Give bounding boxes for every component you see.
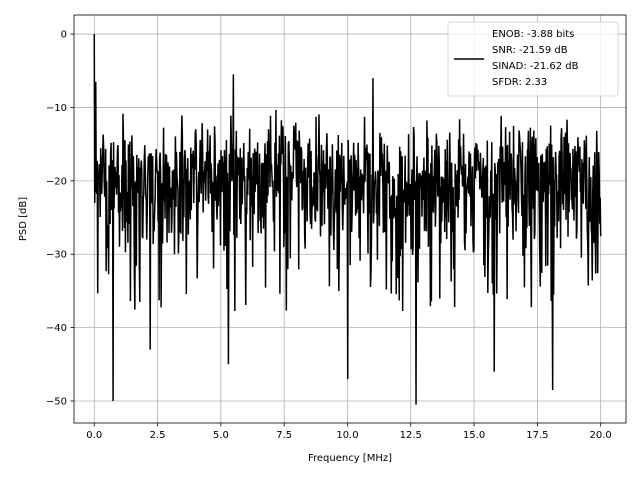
x-tick-label: 20.0 xyxy=(590,430,612,441)
x-tick-label: 7.5 xyxy=(276,430,292,441)
y-axis-ticks: 0 −10 −20 −30 −40 −50 xyxy=(46,30,74,407)
plot-frame xyxy=(73,14,627,424)
x-tick-label: 17.5 xyxy=(526,430,548,441)
x-tick-label: 2.5 xyxy=(150,430,166,441)
legend-line-4: SFDR: 2.33 xyxy=(492,77,547,88)
x-tick-label: 15.0 xyxy=(463,430,485,441)
x-tick-label: 0.0 xyxy=(86,430,102,441)
x-axis-ticks: 0.0 2.5 5.0 7.5 10.0 12.5 15.0 17.5 20.0 xyxy=(86,423,612,441)
y-tick-label: −20 xyxy=(46,176,67,187)
y-tick-label: −30 xyxy=(46,250,67,261)
legend: ENOB: -3.88 bits SNR: -21.59 dB SINAD: -… xyxy=(447,21,619,97)
psd-series-line xyxy=(93,34,602,405)
plot-area xyxy=(93,34,602,405)
y-tick-label: 0 xyxy=(61,30,67,41)
y-tick-label: −50 xyxy=(46,396,67,407)
x-tick-label: 12.5 xyxy=(400,430,422,441)
legend-box xyxy=(447,21,619,97)
x-tick-label: 10.0 xyxy=(336,430,358,441)
y-tick-label: −10 xyxy=(46,103,67,114)
x-tick-label: 5.0 xyxy=(213,430,229,441)
legend-line-3: SINAD: -21.62 dB xyxy=(492,61,579,72)
y-axis-label: PSD [dB] xyxy=(18,197,29,241)
legend-line-2: SNR: -21.59 dB xyxy=(492,45,568,56)
legend-line-1: ENOB: -3.88 bits xyxy=(492,29,574,40)
y-tick-label: −40 xyxy=(46,323,67,334)
x-axis-label: Frequency [MHz] xyxy=(308,453,392,464)
